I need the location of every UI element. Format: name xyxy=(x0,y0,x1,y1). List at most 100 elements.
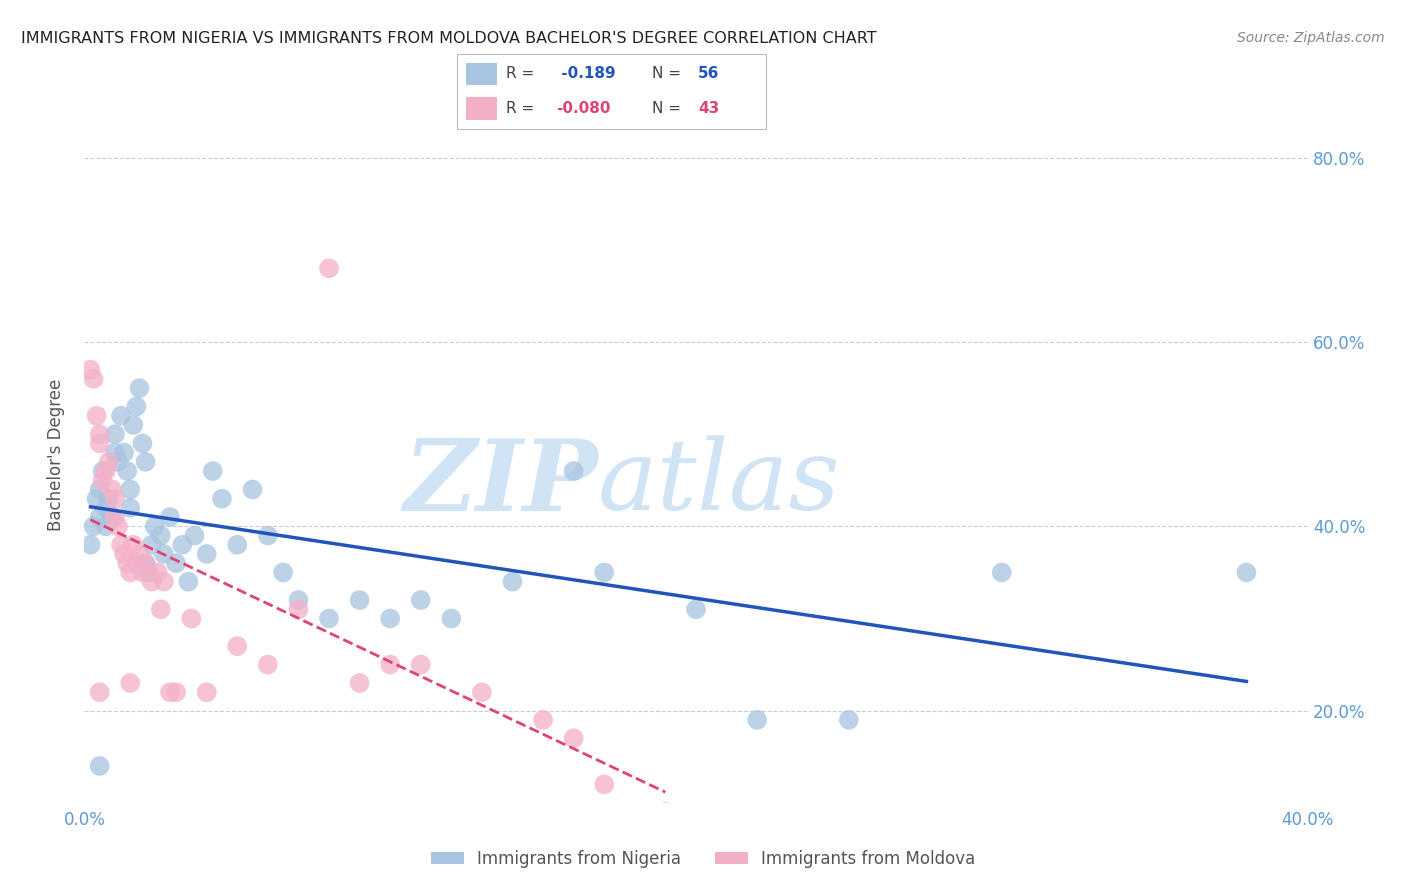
Point xyxy=(991,566,1014,580)
Text: -0.080: -0.080 xyxy=(555,102,610,116)
Point xyxy=(79,362,101,376)
Point xyxy=(91,464,114,478)
Point xyxy=(562,731,585,746)
Point xyxy=(380,657,402,672)
Point xyxy=(409,593,432,607)
Point xyxy=(89,510,111,524)
Point xyxy=(104,427,127,442)
Point xyxy=(159,685,181,699)
Point xyxy=(83,519,105,533)
Point xyxy=(112,547,135,561)
Point xyxy=(287,593,309,607)
Point xyxy=(747,713,769,727)
Point xyxy=(349,593,371,607)
Point xyxy=(654,805,676,819)
Point xyxy=(146,566,169,580)
Point xyxy=(135,556,157,570)
Point xyxy=(226,538,249,552)
Point xyxy=(122,538,145,552)
Point xyxy=(110,409,132,423)
Point xyxy=(838,713,860,727)
Point xyxy=(287,602,309,616)
Point xyxy=(101,483,124,497)
Point xyxy=(211,491,233,506)
Point xyxy=(97,491,120,506)
Point xyxy=(125,556,148,570)
Point xyxy=(153,574,176,589)
Text: ZIP: ZIP xyxy=(404,434,598,531)
Point xyxy=(91,473,114,487)
Point xyxy=(115,464,138,478)
Point xyxy=(131,436,153,450)
Point xyxy=(180,611,202,625)
Point xyxy=(89,427,111,442)
Text: N =: N = xyxy=(652,102,681,116)
Point xyxy=(349,676,371,690)
Point xyxy=(159,510,181,524)
Point xyxy=(531,713,554,727)
Point xyxy=(86,491,108,506)
FancyBboxPatch shape xyxy=(467,62,498,86)
Text: N =: N = xyxy=(652,67,681,81)
Point xyxy=(141,574,163,589)
Point xyxy=(135,556,157,570)
Point xyxy=(195,685,218,699)
Point xyxy=(107,455,129,469)
Point xyxy=(128,547,150,561)
Point xyxy=(94,464,117,478)
Point xyxy=(201,464,224,478)
Point xyxy=(149,528,172,542)
Point xyxy=(153,547,176,561)
Point xyxy=(104,491,127,506)
Point xyxy=(380,611,402,625)
Text: atlas: atlas xyxy=(598,435,841,531)
Point xyxy=(318,611,340,625)
Point xyxy=(226,639,249,653)
Point xyxy=(120,500,142,515)
Point xyxy=(122,417,145,432)
Text: -0.189: -0.189 xyxy=(555,67,616,81)
Point xyxy=(120,676,142,690)
FancyBboxPatch shape xyxy=(467,97,498,120)
Point xyxy=(97,455,120,469)
Point xyxy=(128,381,150,395)
Point xyxy=(89,759,111,773)
Point xyxy=(593,777,616,791)
Point xyxy=(138,566,160,580)
Text: IMMIGRANTS FROM NIGERIA VS IMMIGRANTS FROM MOLDOVA BACHELOR'S DEGREE CORRELATION: IMMIGRANTS FROM NIGERIA VS IMMIGRANTS FR… xyxy=(21,31,877,46)
Point xyxy=(141,538,163,552)
Point xyxy=(107,519,129,533)
Point xyxy=(471,685,494,699)
Y-axis label: Bachelor's Degree: Bachelor's Degree xyxy=(46,379,65,531)
Point xyxy=(86,409,108,423)
Point xyxy=(89,685,111,699)
Point xyxy=(257,528,280,542)
Point xyxy=(685,602,707,616)
Point xyxy=(165,556,187,570)
Point xyxy=(83,372,105,386)
Point xyxy=(131,566,153,580)
Point xyxy=(115,556,138,570)
Point xyxy=(177,574,200,589)
Point xyxy=(104,445,127,459)
Point xyxy=(165,685,187,699)
Point xyxy=(1236,566,1258,580)
Text: R =: R = xyxy=(506,67,534,81)
Point xyxy=(318,261,340,276)
Point xyxy=(271,566,294,580)
Point xyxy=(89,436,111,450)
Point xyxy=(440,611,463,625)
Point xyxy=(502,574,524,589)
Point xyxy=(94,500,117,515)
Point xyxy=(89,483,111,497)
Point xyxy=(101,510,124,524)
Text: R =: R = xyxy=(506,102,534,116)
Point xyxy=(104,510,127,524)
Point xyxy=(112,445,135,459)
Text: Source: ZipAtlas.com: Source: ZipAtlas.com xyxy=(1237,31,1385,45)
Point xyxy=(195,547,218,561)
Legend: Immigrants from Nigeria, Immigrants from Moldova: Immigrants from Nigeria, Immigrants from… xyxy=(423,844,983,875)
Point xyxy=(593,566,616,580)
Point xyxy=(120,566,142,580)
Point xyxy=(183,528,205,542)
